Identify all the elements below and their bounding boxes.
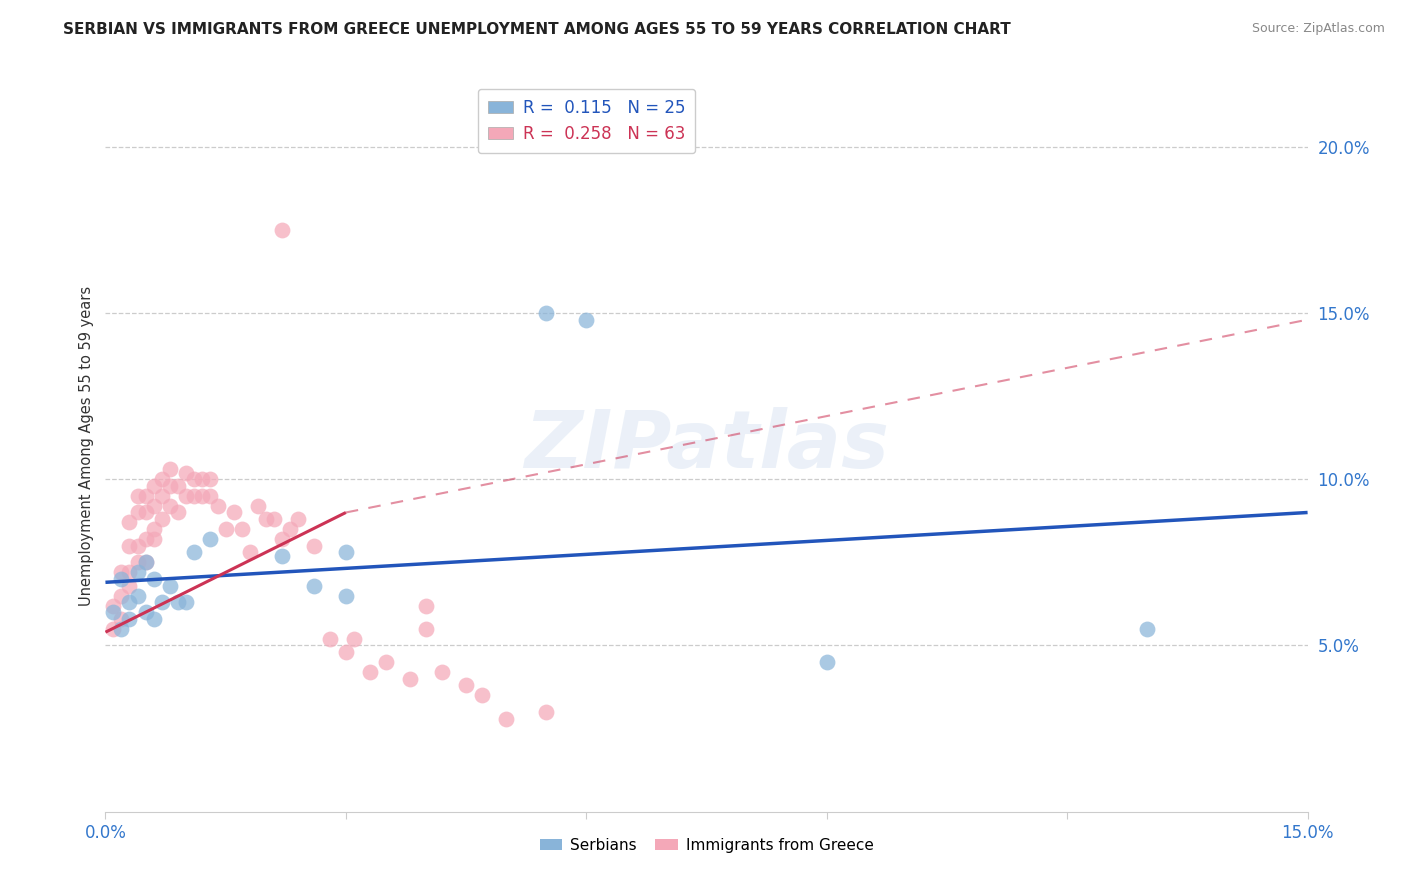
Point <box>135 506 157 520</box>
Point <box>278 522 301 536</box>
Text: Source: ZipAtlas.com: Source: ZipAtlas.com <box>1251 22 1385 36</box>
Point <box>127 566 149 580</box>
Point <box>159 462 181 476</box>
Point <box>415 599 437 613</box>
Point <box>246 499 269 513</box>
Point <box>319 632 342 646</box>
Point <box>198 472 221 486</box>
Point <box>270 223 292 237</box>
Point <box>135 489 157 503</box>
Point <box>198 489 221 503</box>
Point <box>159 499 181 513</box>
Point <box>127 489 149 503</box>
Point <box>118 566 141 580</box>
Point <box>174 595 197 609</box>
Point <box>142 572 165 586</box>
Point <box>415 622 437 636</box>
Point <box>135 532 157 546</box>
Point <box>207 499 229 513</box>
Point <box>142 612 165 626</box>
Point <box>135 555 157 569</box>
Point <box>263 512 285 526</box>
Point <box>150 512 173 526</box>
Point <box>190 489 212 503</box>
Text: ZIPatlas: ZIPatlas <box>524 407 889 485</box>
Y-axis label: Unemployment Among Ages 55 to 59 years: Unemployment Among Ages 55 to 59 years <box>79 286 94 606</box>
Point <box>214 522 236 536</box>
Point <box>150 595 173 609</box>
Point <box>335 545 357 559</box>
Point <box>254 512 277 526</box>
Point <box>343 632 366 646</box>
Point <box>495 712 517 726</box>
Point <box>127 555 149 569</box>
Point <box>118 516 141 530</box>
Point <box>118 612 141 626</box>
Point <box>270 549 292 563</box>
Point <box>374 655 398 669</box>
Point <box>454 678 477 692</box>
Point <box>183 545 205 559</box>
Point <box>127 506 149 520</box>
Point <box>222 506 245 520</box>
Point <box>575 312 598 326</box>
Point <box>166 506 188 520</box>
Point <box>815 655 838 669</box>
Point <box>183 472 205 486</box>
Point <box>150 489 173 503</box>
Point <box>399 672 422 686</box>
Point <box>1136 622 1159 636</box>
Legend: Serbians, Immigrants from Greece: Serbians, Immigrants from Greece <box>533 831 880 859</box>
Point <box>159 479 181 493</box>
Point <box>142 532 165 546</box>
Point <box>127 589 149 603</box>
Point <box>142 499 165 513</box>
Point <box>166 595 188 609</box>
Point <box>335 645 357 659</box>
Point <box>118 539 141 553</box>
Point <box>142 479 165 493</box>
Point <box>127 539 149 553</box>
Point <box>174 466 197 480</box>
Point <box>302 539 325 553</box>
Point <box>335 589 357 603</box>
Point <box>174 489 197 503</box>
Point <box>270 532 292 546</box>
Point <box>110 589 132 603</box>
Point <box>471 689 494 703</box>
Point <box>150 472 173 486</box>
Point <box>103 599 125 613</box>
Point <box>302 579 325 593</box>
Point <box>135 605 157 619</box>
Point <box>118 579 141 593</box>
Point <box>198 532 221 546</box>
Point <box>110 572 132 586</box>
Point <box>534 306 557 320</box>
Point <box>110 566 132 580</box>
Point <box>118 595 141 609</box>
Point <box>183 489 205 503</box>
Text: SERBIAN VS IMMIGRANTS FROM GREECE UNEMPLOYMENT AMONG AGES 55 TO 59 YEARS CORRELA: SERBIAN VS IMMIGRANTS FROM GREECE UNEMPL… <box>63 22 1011 37</box>
Point <box>287 512 309 526</box>
Point <box>239 545 262 559</box>
Point <box>359 665 381 679</box>
Point <box>166 479 188 493</box>
Point <box>110 612 132 626</box>
Point <box>231 522 253 536</box>
Point <box>110 622 132 636</box>
Point <box>103 622 125 636</box>
Point <box>135 555 157 569</box>
Point <box>103 605 125 619</box>
Point <box>190 472 212 486</box>
Point <box>159 579 181 593</box>
Point <box>142 522 165 536</box>
Point <box>430 665 453 679</box>
Point <box>534 705 557 719</box>
